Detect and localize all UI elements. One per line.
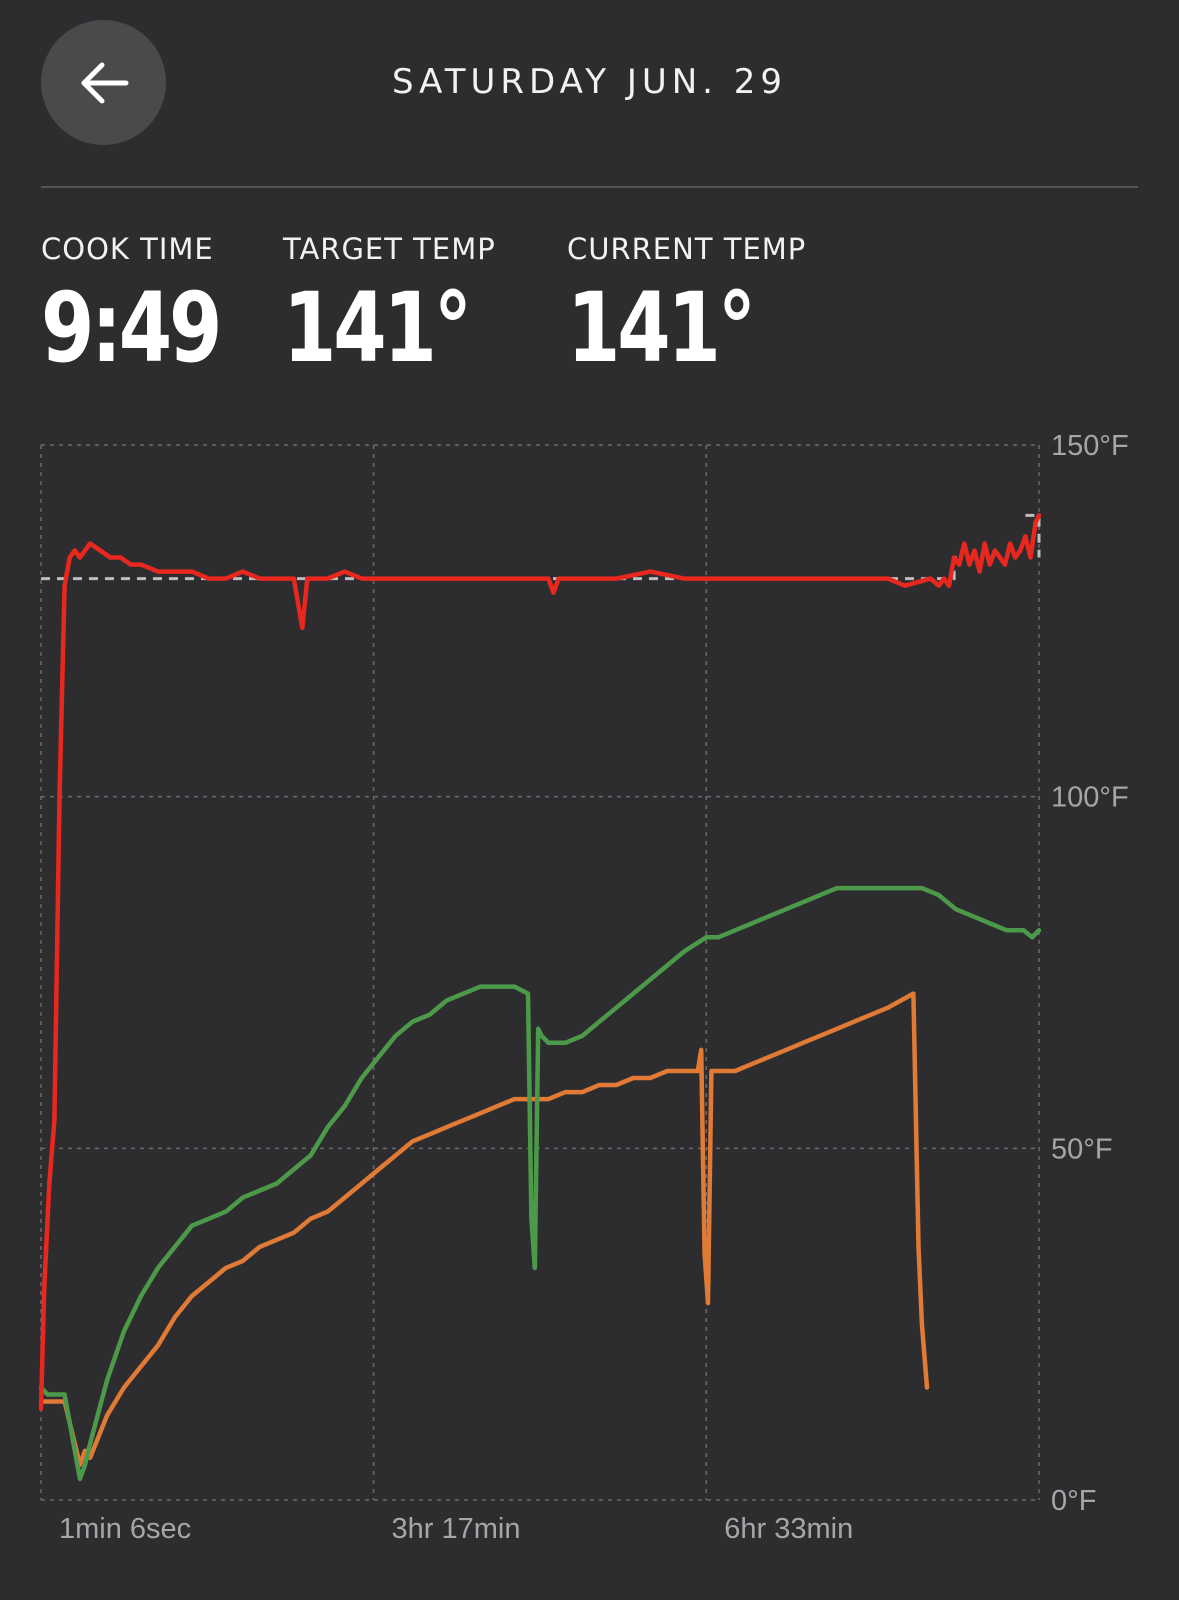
current-temp-value: 141° — [567, 272, 756, 384]
y-tick-label: 100°F — [1051, 782, 1129, 814]
back-button[interactable] — [41, 20, 166, 145]
cook-time-value: 9:49 — [41, 272, 222, 384]
y-tick-label: 50°F — [1051, 1133, 1113, 1165]
probe-green-line — [38, 885, 1042, 1482]
ambient-temp-line — [38, 513, 1042, 1411]
x-tick-label: 1min 6sec — [59, 1513, 191, 1545]
target-temp-label: TARGET TEMP — [283, 232, 496, 266]
target-temp-value: 141° — [283, 272, 472, 384]
target-temp-stat: TARGET TEMP 141° — [283, 232, 515, 376]
probe-orange-line — [38, 991, 930, 1468]
header-divider — [41, 186, 1138, 188]
page-title: SATURDAY JUN. 29 — [391, 62, 788, 102]
current-temp-label: CURRENT TEMP — [567, 232, 807, 266]
target-temp-line-end — [1025, 513, 1041, 558]
target-temp-line — [41, 556, 958, 581]
y-tick-label: 150°F — [1051, 430, 1129, 462]
cook-time-stat: COOK TIME 9:49 — [41, 232, 264, 376]
x-tick-label: 3hr 17min — [392, 1513, 521, 1545]
cook-time-label: COOK TIME — [41, 232, 214, 266]
arrow-left-icon — [81, 62, 128, 103]
x-tick-label: 6hr 33min — [724, 1513, 853, 1545]
y-tick-label: 0°F — [1051, 1485, 1096, 1517]
current-temp-stat: CURRENT TEMP 141° — [567, 232, 806, 376]
